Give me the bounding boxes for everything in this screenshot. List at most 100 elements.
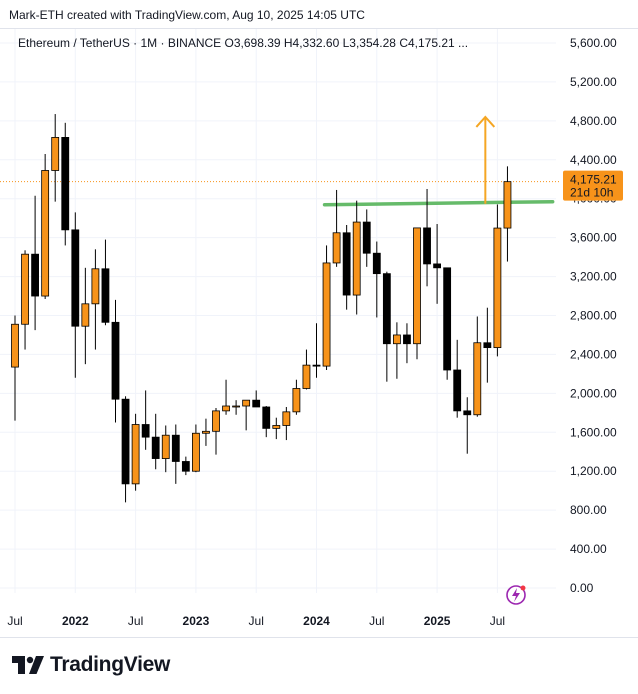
- y-tick-label: 2,800.00: [570, 309, 617, 323]
- candle: [392, 322, 401, 379]
- x-tick-label: Jul: [490, 614, 505, 628]
- candle: [362, 209, 371, 267]
- candle-layer: [11, 114, 512, 503]
- chart-area[interactable]: 0.00 400.00 800.00 1,200.00 1,600.00 2,000.00…: [0, 28, 638, 638]
- tradingview-logo-icon: [12, 656, 44, 674]
- candle: [302, 349, 311, 390]
- candle-body-up: [91, 268, 100, 305]
- candle: [161, 425, 170, 473]
- candle-body-up: [161, 434, 170, 459]
- y-tick-label: 2,400.00: [570, 347, 617, 361]
- candle-body-down: [423, 227, 431, 265]
- candle: [11, 315, 19, 421]
- y-tick-label: 2,000.00: [570, 386, 617, 400]
- candle-body-down: [433, 263, 442, 269]
- candle: [202, 418, 210, 446]
- candle-body-up: [191, 432, 200, 472]
- x-tick-label: Jul: [128, 614, 143, 628]
- candle-body-down: [121, 398, 130, 485]
- y-tick-label: 800.00: [570, 503, 607, 517]
- candle: [31, 195, 40, 331]
- candle: [372, 241, 381, 318]
- candle: [463, 397, 472, 454]
- y-tick-label: 5,600.00: [570, 36, 617, 50]
- candle: [423, 188, 431, 287]
- candle: [503, 166, 512, 262]
- candle: [443, 267, 452, 380]
- candle-body-down: [403, 334, 411, 345]
- candle-body-up: [222, 405, 230, 412]
- candle-body-up: [11, 323, 19, 368]
- candle: [131, 413, 140, 491]
- y-tick-label: 0.00: [570, 581, 594, 595]
- candle: [413, 227, 421, 360]
- candle: [493, 204, 502, 357]
- candle-body-up: [51, 137, 60, 171]
- candle-body-up: [292, 388, 301, 413]
- candle-body-up: [503, 181, 512, 229]
- x-tick-label: 2022: [62, 614, 89, 628]
- candle-body-down: [141, 424, 150, 438]
- y-tick-label: 1,200.00: [570, 464, 617, 478]
- candle-body-up: [242, 399, 251, 407]
- candle: [171, 424, 180, 484]
- candle: [51, 114, 60, 202]
- chart-caption: Mark-ETH created with TradingView.com, A…: [9, 8, 365, 22]
- candle: [282, 406, 291, 441]
- candlestick-chart[interactable]: 0.00 400.00 800.00 1,200.00 1,600.00 2,000.00…: [0, 29, 638, 639]
- candle-body-down: [252, 399, 261, 408]
- candle-body-down: [382, 273, 391, 345]
- candle-body-down: [31, 253, 40, 297]
- y-tick-label: 3,200.00: [570, 270, 617, 284]
- candle-body-up: [302, 364, 311, 389]
- candle-body-down: [181, 461, 190, 472]
- candle: [252, 390, 261, 408]
- grid-layer: [0, 29, 556, 593]
- x-tick-label: 2023: [183, 614, 210, 628]
- candle-body-down: [342, 232, 351, 296]
- candle-body-up: [413, 227, 421, 345]
- candle-body-up: [21, 253, 29, 325]
- candle-body-down: [111, 321, 120, 400]
- candle-body-down: [443, 267, 452, 371]
- candle: [222, 379, 230, 415]
- candle: [382, 271, 391, 382]
- candle-body-up: [352, 221, 361, 296]
- breakout-arrow-head: [475, 115, 496, 128]
- candle: [21, 250, 29, 350]
- candle-body-up: [473, 342, 482, 416]
- candle-body-up: [282, 411, 291, 426]
- candle: [121, 396, 130, 503]
- candle-body-down: [453, 369, 462, 412]
- candle: [141, 390, 150, 450]
- candle-body-up: [212, 410, 220, 432]
- candle-body-down: [101, 268, 110, 323]
- candle: [41, 153, 50, 299]
- candle: [262, 406, 271, 438]
- candle: [483, 307, 492, 383]
- tradingview-logo[interactable]: TradingView: [12, 653, 170, 677]
- indicator-bolt-icon[interactable]: [506, 585, 526, 605]
- candle-body-up: [81, 303, 90, 327]
- candle: [81, 267, 90, 365]
- candle: [242, 399, 251, 431]
- resistance-line: [322, 199, 555, 207]
- axis-layer: 0.00 400.00 800.00 1,200.00 1,600.00 2,000.00…: [7, 36, 623, 628]
- candle: [473, 316, 482, 417]
- candle: [292, 379, 301, 415]
- candle: [71, 212, 80, 378]
- candle-body-up: [131, 424, 140, 485]
- candle-body-up: [322, 262, 331, 367]
- candle-body-up: [41, 170, 50, 297]
- candle: [101, 239, 110, 326]
- x-tick-label: Jul: [7, 614, 22, 628]
- candle-body-up: [272, 425, 281, 429]
- candle-body-down: [151, 436, 160, 459]
- candle: [322, 245, 331, 370]
- candle: [151, 413, 160, 470]
- indicator-icon-bolt: [512, 588, 520, 602]
- candle-body-down: [312, 364, 321, 367]
- y-tick-label: 5,200.00: [570, 75, 617, 89]
- candle: [181, 456, 190, 476]
- candle: [232, 400, 241, 415]
